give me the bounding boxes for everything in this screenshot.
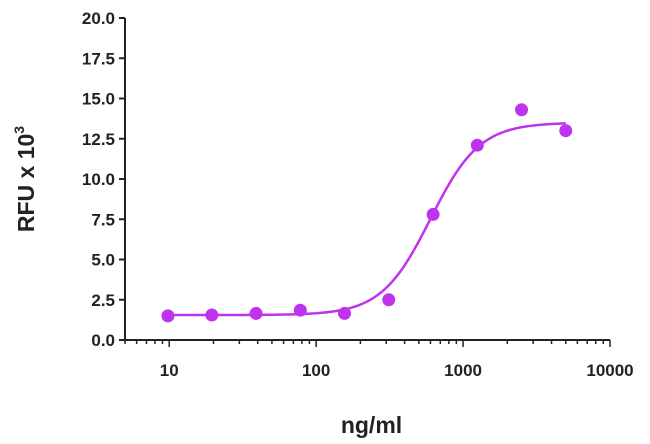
data-point xyxy=(249,306,263,320)
data-point xyxy=(382,293,396,307)
x-tick-label: 1000 xyxy=(444,361,482,380)
data-point xyxy=(161,309,175,323)
y-tick-label: 2.5 xyxy=(91,291,115,310)
data-point xyxy=(515,103,529,117)
data-point xyxy=(559,124,573,138)
y-tick-label: 0.0 xyxy=(91,331,115,350)
data-point xyxy=(470,138,484,152)
y-tick-label: 12.5 xyxy=(82,130,115,149)
y-axis-title: RFU x 103 xyxy=(11,126,39,232)
y-axis-title-superscript: 3 xyxy=(11,126,27,134)
y-tick-label: 17.5 xyxy=(82,49,115,68)
y-tick-label: 7.5 xyxy=(91,210,115,229)
y-tick-label: 5.0 xyxy=(91,251,115,270)
y-tick-label: 15.0 xyxy=(82,90,115,109)
data-point xyxy=(338,306,352,320)
data-point xyxy=(205,308,219,322)
fit-curve xyxy=(167,122,566,317)
data-points xyxy=(161,103,573,323)
x-axis-title: ng/ml xyxy=(341,412,402,438)
x-axis: 10 100 1000 10000 xyxy=(124,339,634,380)
x-tick-label: 10 xyxy=(160,361,179,380)
x-tick-label: 100 xyxy=(302,361,330,380)
y-tick-label: 20.0 xyxy=(82,9,115,28)
x-tick-label: 10000 xyxy=(586,361,633,380)
data-point xyxy=(426,207,440,221)
y-tick-label: 10.0 xyxy=(82,170,115,189)
y-axis-title-text: RFU x 10 xyxy=(13,134,39,232)
data-point xyxy=(293,303,307,317)
y-axis: 0.0 2.5 5.0 7.5 10.0 12.5 15.0 17.5 20.0 xyxy=(82,9,126,350)
